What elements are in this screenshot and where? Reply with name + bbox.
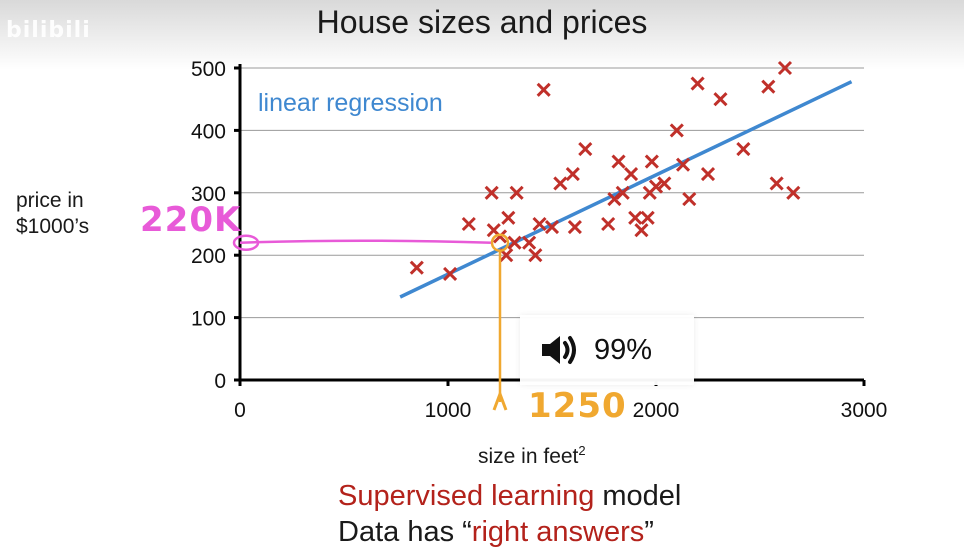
data-point — [628, 210, 643, 225]
data-point — [640, 210, 655, 225]
bilibili-watermark: bilibili — [6, 18, 91, 43]
data-point — [769, 176, 784, 191]
data-point — [634, 223, 649, 238]
speaker-volume-icon — [540, 333, 580, 367]
y-tick-label: 300 — [191, 183, 226, 206]
data-point — [461, 216, 476, 232]
data-point — [786, 185, 801, 200]
data-point — [553, 176, 568, 191]
data-point — [615, 185, 630, 200]
caption-line1: Supervised learning model — [338, 478, 681, 514]
data-point — [522, 235, 537, 250]
data-point — [544, 220, 560, 235]
x-tick-label: 3000 — [841, 399, 888, 422]
caption-line2-start: Data has “ — [338, 516, 472, 548]
price-annotation: 220K — [140, 200, 242, 240]
data-point — [492, 229, 508, 244]
price-guide-line — [239, 239, 493, 244]
data-point — [409, 260, 424, 275]
y-tick-label: 0 — [214, 370, 226, 393]
data-point — [761, 79, 776, 94]
size-annotation: 1250 — [528, 386, 627, 426]
data-point — [700, 167, 716, 182]
caption-line2: Data has “right answers” — [338, 514, 681, 550]
size-arrow — [492, 389, 508, 411]
data-point — [528, 248, 543, 263]
caption-line1-highlight: Supervised learning — [338, 480, 595, 512]
caption-line2-highlight: right answers — [471, 516, 645, 548]
data-point — [623, 167, 639, 182]
data-point — [713, 92, 728, 107]
data-point — [565, 167, 580, 182]
x-axis-label-exponent: 2 — [578, 443, 586, 458]
x-tick-label: 1000 — [425, 399, 472, 422]
data-point — [484, 185, 499, 200]
data-point — [648, 179, 664, 194]
y-axis-label: price in $1000’s — [16, 188, 89, 240]
y-tick-label: 400 — [191, 120, 226, 143]
caption: Supervised learning model Data has “righ… — [338, 478, 681, 550]
data-point — [567, 220, 582, 235]
data-point — [777, 60, 793, 76]
data-point — [509, 185, 524, 200]
x-axis-label-text: size in feet — [478, 445, 579, 468]
y-tick-label: 200 — [191, 245, 226, 268]
data-point — [657, 176, 672, 191]
data-point — [611, 154, 626, 169]
highlight-circle — [490, 233, 510, 252]
chart-title: House sizes and prices — [316, 4, 648, 40]
caption-line1-rest: model — [594, 480, 682, 512]
data-point — [644, 154, 659, 169]
regression-line-label: linear regression — [258, 89, 443, 117]
data-point — [736, 142, 751, 157]
y-axis-label-line1: price in — [16, 189, 84, 212]
y-tick-label: 100 — [191, 308, 226, 331]
caption-line2-end: ” — [644, 516, 654, 548]
volume-level-text: 99% — [594, 333, 653, 366]
data-point — [507, 235, 522, 250]
data-point — [601, 216, 616, 232]
volume-overlay: 99% — [520, 315, 694, 385]
data-point — [690, 76, 705, 91]
data-point — [682, 191, 697, 207]
data-point — [443, 266, 458, 281]
data-point — [669, 123, 684, 138]
data-point — [532, 216, 547, 232]
price-marker-circle — [232, 234, 260, 251]
data-point — [536, 82, 551, 97]
y-tick-label: 500 — [191, 58, 226, 81]
x-tick-label: 2000 — [633, 399, 680, 422]
data-point — [501, 210, 516, 225]
x-tick-label: 0 — [234, 399, 246, 422]
data-point — [578, 142, 593, 157]
top-fade — [0, 0, 964, 70]
x-axis-label: size in feet2 — [478, 443, 586, 469]
data-point — [675, 157, 691, 172]
y-axis-label-line2: $1000’s — [16, 215, 90, 238]
